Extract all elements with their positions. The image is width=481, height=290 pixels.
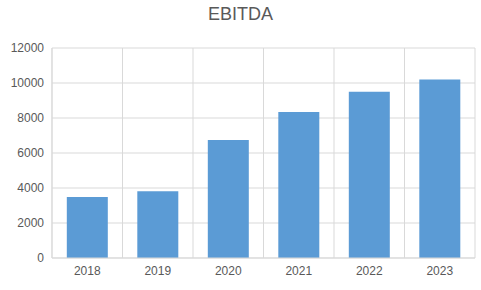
svg-text:2021: 2021 [285, 264, 312, 278]
svg-text:12000: 12000 [11, 41, 45, 55]
svg-text:6000: 6000 [17, 146, 44, 160]
svg-text:2022: 2022 [356, 264, 383, 278]
svg-text:10000: 10000 [11, 76, 45, 90]
html-text:EBITDA: EBITDA [208, 4, 273, 24]
svg-text:2020: 2020 [215, 264, 242, 278]
svg-text:2019: 2019 [144, 264, 171, 278]
svg-text:4000: 4000 [17, 181, 44, 195]
svg-text:2000: 2000 [17, 216, 44, 230]
svg-text:2023: 2023 [426, 264, 453, 278]
svg-text:2018: 2018 [74, 264, 101, 278]
svg-text:0: 0 [37, 251, 44, 265]
svg-text:8000: 8000 [17, 111, 44, 125]
